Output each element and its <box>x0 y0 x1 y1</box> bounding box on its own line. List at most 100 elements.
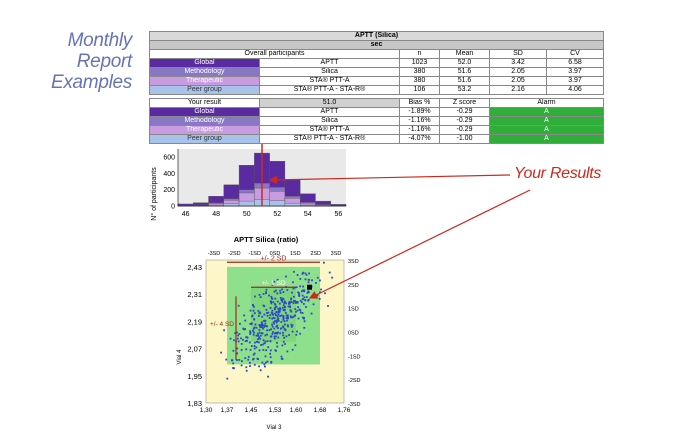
scatter-point <box>270 361 273 364</box>
scatter-point <box>301 312 304 314</box>
scatter-point <box>286 319 288 322</box>
scatter-point <box>252 353 255 356</box>
scatter-point <box>301 272 304 275</box>
scatter-point <box>277 327 279 329</box>
scatter-point <box>237 340 240 343</box>
scatter-point <box>292 281 294 284</box>
scatter-point <box>234 332 237 335</box>
scatter-point <box>294 301 297 304</box>
scatter-point <box>290 323 293 326</box>
scatter-point <box>294 308 297 310</box>
scatter-top-tick: -1SD <box>248 251 261 257</box>
table-title: APTT (Silica) <box>149 31 604 41</box>
scatter-point <box>257 338 259 340</box>
scatter-point <box>248 361 251 364</box>
scatter-point <box>299 278 302 280</box>
scatter-point <box>262 324 265 327</box>
scatter-point <box>253 347 256 350</box>
scatter-point <box>257 310 260 312</box>
scatter-point <box>267 346 270 349</box>
scatter-point <box>271 313 274 316</box>
scatter-point <box>267 311 270 314</box>
scatter-point <box>315 281 317 284</box>
scatter-point <box>268 329 271 332</box>
your-result-table: Your result 51.0 Bias % Z score Alarm Gl… <box>149 98 604 144</box>
scatter-point <box>273 290 276 293</box>
scatter-point <box>229 337 232 340</box>
scatter-point <box>249 365 251 367</box>
scatter-point <box>279 332 282 335</box>
scatter-point <box>290 310 293 313</box>
scatter-point <box>316 294 319 297</box>
scatter-point <box>282 334 285 337</box>
scatter-point <box>297 317 300 320</box>
scatter-point <box>307 281 310 284</box>
table-header-row: Overall participants n Mean SD CV <box>149 49 604 59</box>
scatter-point <box>243 328 246 331</box>
scatter-point <box>269 349 272 352</box>
scatter-y-tick: 2,07 <box>187 345 202 354</box>
scatter-point <box>276 278 279 281</box>
histogram-x-tick: 50 <box>243 211 251 218</box>
scatter-point <box>271 323 273 326</box>
histogram-ylabel: N° of participants <box>150 167 158 221</box>
scatter-point <box>304 299 306 301</box>
scatter-point <box>291 348 294 351</box>
scatter-point <box>244 319 247 322</box>
scatter-point <box>262 349 265 351</box>
scatter-point <box>258 349 261 352</box>
scatter-point <box>277 318 280 321</box>
scatter-point <box>288 301 291 303</box>
scatter-point <box>277 331 280 334</box>
scatter-point <box>276 345 279 348</box>
scatter-point <box>277 307 280 310</box>
scatter-point <box>232 362 235 365</box>
scatter-point <box>249 332 251 335</box>
scatter-point <box>300 301 303 304</box>
scatter-point <box>282 326 285 329</box>
scatter-point <box>255 334 258 337</box>
four-sd-label: +/- 4 SD <box>210 321 234 328</box>
scatter-point <box>244 328 247 330</box>
scatter-point <box>269 314 272 317</box>
scatter-point <box>266 314 269 317</box>
scatter-point <box>225 358 228 361</box>
scatter-point <box>264 334 267 337</box>
alarm-badge: A <box>489 134 604 144</box>
scatter-point <box>286 324 289 327</box>
alarm-badge: A <box>489 116 604 126</box>
alarm-badge: A <box>489 107 604 117</box>
scatter-point <box>272 321 275 324</box>
scatter-point <box>285 275 287 278</box>
scatter-point <box>279 308 282 311</box>
scatter-top-tick: 3SD <box>331 251 342 257</box>
scatter-point <box>262 327 264 330</box>
scatter-point <box>305 273 308 276</box>
scatter-point <box>318 297 321 300</box>
scatter-point <box>280 357 283 360</box>
scatter-point <box>302 289 305 292</box>
scatter-point <box>260 321 263 324</box>
scatter-point <box>274 320 276 322</box>
scatter-point <box>238 359 241 361</box>
scatter-point <box>239 322 241 325</box>
scatter-point <box>275 320 278 323</box>
scatter-point <box>295 300 298 303</box>
scatter-point <box>232 349 235 352</box>
scatter-point <box>271 317 274 320</box>
scatter-point <box>237 334 240 337</box>
scatter-point <box>268 294 270 297</box>
scatter-point <box>269 307 272 309</box>
scatter-point <box>268 317 271 319</box>
scatter-point <box>265 288 268 291</box>
scatter-point <box>290 325 293 328</box>
scatter-point <box>249 331 252 334</box>
scatter-point <box>265 291 267 294</box>
scatter-point <box>261 322 264 325</box>
scatter-point <box>284 311 287 314</box>
scatter-point <box>292 302 295 305</box>
scatter-point <box>264 340 267 343</box>
scatter-point <box>307 291 310 294</box>
scatter-point <box>240 343 243 345</box>
scatter-point <box>298 292 301 295</box>
